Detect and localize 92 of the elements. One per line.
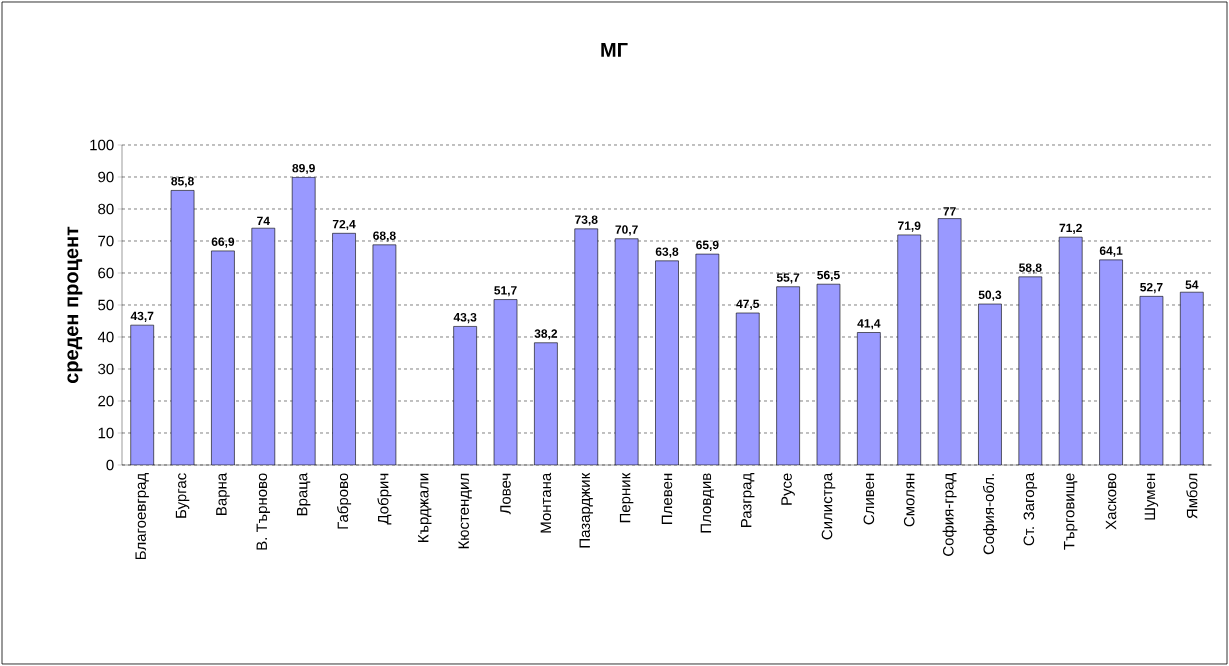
bar xyxy=(130,325,154,465)
bar xyxy=(372,244,396,465)
y-tick-label: 50 xyxy=(98,299,114,311)
data-label: 38,2 xyxy=(534,329,558,340)
bar xyxy=(816,284,840,465)
y-tick-label: 70 xyxy=(98,235,114,247)
data-label: 89,9 xyxy=(292,163,315,175)
bar xyxy=(1018,276,1042,465)
bar xyxy=(332,233,356,465)
data-label: 85,8 xyxy=(171,177,194,188)
data-label: 74 xyxy=(257,216,270,225)
data-label: 77 xyxy=(943,207,956,216)
x-tick-label: Силистра xyxy=(821,472,836,540)
bar xyxy=(938,218,962,465)
bar xyxy=(857,332,881,465)
bar xyxy=(655,260,679,465)
y-tick-label: 90 xyxy=(98,171,114,183)
x-tick-label: Кюстендил xyxy=(458,473,472,549)
x-tick-label: Пазарджик xyxy=(579,472,593,548)
data-label: 58,8 xyxy=(1019,263,1042,274)
y-tick-label: 20 xyxy=(98,395,114,407)
bar xyxy=(736,312,760,465)
x-tick-label: Разград xyxy=(741,473,755,528)
bar xyxy=(978,304,1002,465)
y-tick-label: 0 xyxy=(106,459,114,471)
x-tick-label: Шумен xyxy=(1144,473,1159,520)
x-tick-label: Смолян xyxy=(903,473,915,527)
x-tick-label: Хасково xyxy=(1105,473,1117,530)
data-label: 71,2 xyxy=(1059,223,1082,234)
x-tick-label: Сливен xyxy=(863,473,875,525)
bar xyxy=(897,234,921,465)
bar xyxy=(615,238,639,465)
data-label: 50,3 xyxy=(978,290,1002,301)
x-tick-label: Бургас xyxy=(175,473,190,518)
x-tick-label: Плевен xyxy=(661,473,673,524)
data-label: 72,4 xyxy=(332,219,356,231)
bar xyxy=(211,250,235,465)
x-tick-label: Варна xyxy=(216,472,230,515)
bar xyxy=(1059,237,1083,465)
x-tick-label: Ловеч xyxy=(500,473,511,515)
x-tick-label: Благоевград xyxy=(135,473,149,560)
bar xyxy=(171,190,195,465)
x-tick-label: Перник xyxy=(619,472,634,523)
x-tick-label: София-град xyxy=(942,473,957,556)
x-tick-label: София-обл. xyxy=(982,474,998,555)
bar xyxy=(574,228,598,465)
x-tick-label: Габрово xyxy=(336,473,352,529)
y-tick-label: 10 xyxy=(98,427,114,439)
x-tick-label: Ст. Загора xyxy=(1023,472,1038,546)
y-tick-label: 80 xyxy=(98,203,114,215)
data-label: 55,7 xyxy=(776,273,800,284)
data-label: 66,9 xyxy=(211,237,235,248)
x-tick-label: В. Търново xyxy=(256,473,271,550)
bar xyxy=(1139,296,1163,465)
data-label: 47,5 xyxy=(736,299,760,310)
data-label: 43,7 xyxy=(130,311,154,322)
data-label: 54 xyxy=(1185,280,1199,289)
x-tick-label: Ямбол xyxy=(1186,473,1198,519)
y-tick-label: 60 xyxy=(98,267,114,279)
data-label: 56,5 xyxy=(817,270,840,281)
data-label: 41,4 xyxy=(857,319,881,330)
bar xyxy=(494,299,518,465)
data-label: 63,8 xyxy=(655,247,679,258)
x-tick-label: Кърджали xyxy=(418,473,432,542)
y-tick-label: 30 xyxy=(98,363,114,375)
y-axis-title: среден процент xyxy=(67,226,83,384)
x-tick-label: Русе xyxy=(781,473,795,505)
x-tick-label: Пловдив xyxy=(700,473,715,533)
bar xyxy=(1099,259,1123,465)
data-label: 51,7 xyxy=(494,286,517,297)
x-tick-label: Добрич xyxy=(377,473,392,525)
data-label: 43,3 xyxy=(453,313,477,324)
x-tick-label: Търговище xyxy=(1063,473,1078,550)
data-label: 52,7 xyxy=(1140,282,1163,294)
y-tick-label: 40 xyxy=(97,331,114,343)
bar xyxy=(453,326,477,465)
bar xyxy=(1180,291,1204,465)
bar xyxy=(534,342,558,465)
chart-title: МГ xyxy=(601,43,628,57)
data-label: 71,9 xyxy=(898,221,921,232)
bar xyxy=(251,228,275,465)
data-label: 68,8 xyxy=(373,231,396,242)
data-label: 64,1 xyxy=(1099,246,1123,257)
bar xyxy=(292,177,316,465)
bar xyxy=(776,286,800,465)
data-label: 73,8 xyxy=(575,215,598,226)
data-label: 70,7 xyxy=(615,225,638,236)
bar xyxy=(695,254,719,465)
data-label: 65,9 xyxy=(696,240,719,251)
x-tick-label: Враца xyxy=(296,472,311,516)
x-tick-label: Монтана xyxy=(540,472,552,533)
y-tick-label: 100 xyxy=(90,139,114,151)
